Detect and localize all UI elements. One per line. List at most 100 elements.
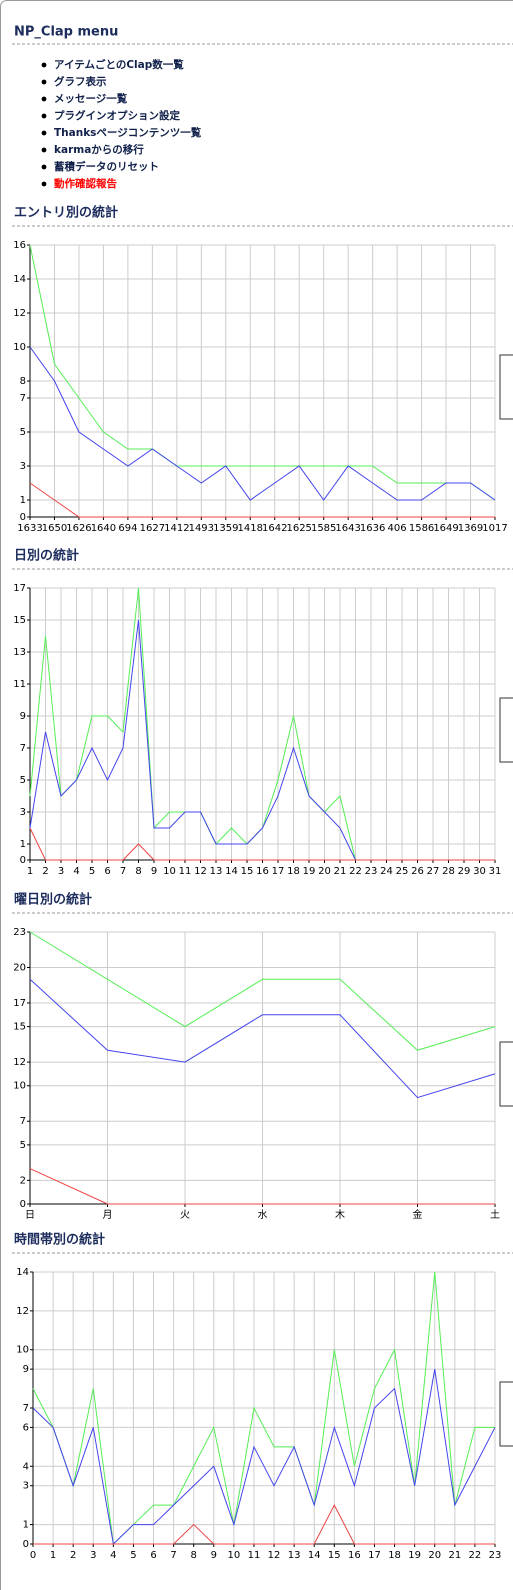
x-tick-label: 月 — [103, 1209, 113, 1221]
y-tick-label: 8 — [20, 376, 26, 387]
x-tick-label: 29 — [458, 866, 471, 877]
x-tick-label: 木 — [335, 1209, 345, 1221]
x-tick-label: 21 — [448, 1550, 461, 1561]
x-tick-label: 1586 — [409, 523, 434, 534]
x-tick-label: 6 — [104, 866, 110, 877]
menu-title: NP_Clap menu — [14, 25, 118, 40]
series-line — [32, 1271, 495, 1546]
y-tick-label: 14 — [16, 1267, 29, 1278]
bullet — [41, 113, 47, 119]
x-tick-label: 火 — [180, 1209, 190, 1221]
x-tick-label: 日 — [25, 1210, 35, 1221]
y-tick-label: 7 — [20, 393, 26, 404]
x-tick-label: 1493 — [189, 523, 214, 534]
x-tick-label: 30 — [473, 866, 486, 877]
x-tick-label: 15 — [241, 866, 254, 877]
x-tick-label: 1649 — [433, 523, 458, 534]
legend-box — [499, 1041, 513, 1107]
series-line — [29, 931, 496, 1051]
x-tick-label: 26 — [411, 866, 424, 877]
x-tick-label: 1636 — [360, 523, 385, 534]
x-tick-label: 9 — [151, 866, 157, 877]
x-tick-label: 2 — [70, 1550, 76, 1561]
y-tick-label: 12 — [13, 308, 26, 319]
menu-item[interactable]: メッセージ一覧 — [54, 92, 128, 105]
legend-box — [499, 354, 513, 420]
x-tick-label: 1369 — [458, 523, 483, 534]
x-tick-label: 水 — [258, 1209, 268, 1221]
x-tick-label: 4 — [73, 866, 79, 877]
x-tick-label: 9 — [211, 1550, 217, 1561]
x-tick-label: 8 — [191, 1550, 197, 1561]
menu-item[interactable]: 蓄積データのリセット — [54, 160, 159, 173]
bullet — [41, 164, 47, 170]
legend-box — [499, 1381, 513, 1447]
y-tick-label: 10 — [16, 1345, 29, 1356]
y-tick-label: 23 — [13, 927, 26, 938]
x-tick-label: 1418 — [238, 523, 263, 534]
x-tick-label: 20 — [318, 866, 331, 877]
bullet — [41, 181, 47, 187]
x-tick-label: 1643 — [335, 523, 360, 534]
series-line — [33, 1504, 495, 1545]
y-tick-label: 3 — [23, 1481, 29, 1492]
x-tick-label: 8 — [135, 866, 141, 877]
x-tick-label: 20 — [428, 1550, 441, 1561]
x-tick-label: 1359 — [213, 523, 238, 534]
menu-item[interactable]: プラグインオプション設定 — [54, 109, 180, 122]
bullet — [41, 62, 47, 68]
y-tick-label: 13 — [13, 647, 26, 658]
y-tick-label: 12 — [16, 1306, 29, 1317]
y-tick-label: 5 — [20, 1140, 26, 1151]
menu-item[interactable]: karmaからの移行 — [54, 143, 144, 156]
x-tick-label: 1633 — [17, 523, 42, 534]
bullet — [41, 147, 47, 153]
series-line — [29, 978, 496, 1099]
y-tick-label: 2 — [20, 1175, 26, 1186]
bullet — [41, 96, 47, 102]
menu-item[interactable]: Thanksページコンテンツ一覧 — [54, 126, 202, 139]
bullet — [41, 79, 47, 85]
y-tick-label: 1 — [23, 1520, 29, 1531]
x-tick-label: 金 — [413, 1208, 423, 1221]
x-tick-label: 1 — [27, 866, 33, 877]
y-tick-label: 0 — [20, 512, 26, 523]
y-tick-label: 14 — [13, 274, 26, 285]
x-tick-label: 1585 — [311, 523, 336, 534]
x-tick-label: 23 — [365, 866, 378, 877]
x-tick-label: 14 — [225, 866, 238, 877]
menu-item[interactable]: アイテムごとのClap数一覧 — [54, 58, 184, 71]
y-tick-label: 6 — [23, 1422, 29, 1433]
x-tick-label: 12 — [268, 1550, 281, 1561]
y-tick-label: 17 — [13, 998, 26, 1009]
x-tick-label: 22 — [349, 866, 362, 877]
x-tick-label: 25 — [396, 866, 409, 877]
x-tick-label: 3 — [58, 866, 64, 877]
x-tick-label: 694 — [118, 523, 137, 534]
x-tick-label: 406 — [388, 523, 407, 534]
x-tick-label: 18 — [287, 866, 300, 877]
menu-item[interactable]: グラフ表示 — [54, 75, 107, 88]
series-line — [29, 346, 496, 501]
series-line — [29, 1168, 495, 1205]
line-chart: 0 2 5 7 10 12 15 17 20 23 日 月 火 水 木 金 土 — [13, 927, 513, 1221]
x-tick-label: 23 — [489, 1550, 502, 1561]
y-tick-label: 0 — [20, 855, 26, 866]
x-tick-label: 3 — [90, 1550, 96, 1561]
x-tick-label: 7 — [170, 1550, 176, 1561]
x-tick-label: 1640 — [91, 523, 116, 534]
x-tick-label: 1627 — [140, 523, 165, 534]
menu-item[interactable]: 動作確認報告 — [54, 177, 117, 190]
x-tick-label: 5 — [89, 866, 95, 877]
x-tick-label: 11 — [179, 866, 192, 877]
x-tick-label: 17 — [368, 1550, 381, 1561]
y-tick-label: 20 — [13, 962, 26, 973]
y-tick-label: 5 — [20, 427, 26, 438]
y-tick-label: 17 — [13, 583, 26, 594]
